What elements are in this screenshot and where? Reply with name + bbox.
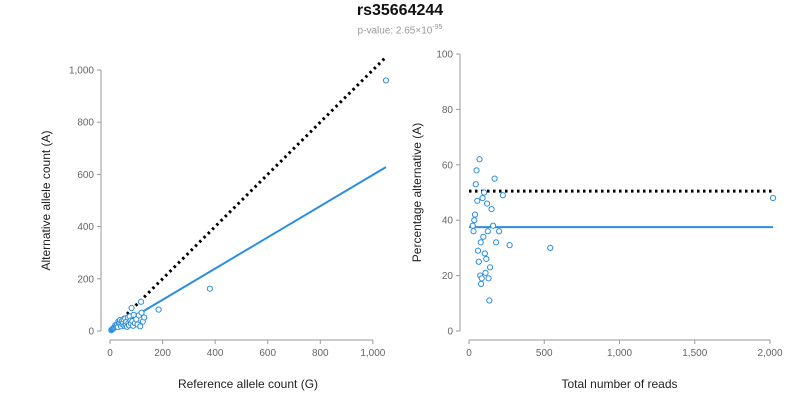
data-point [485, 275, 492, 282]
y-tick-label: 100 [436, 50, 453, 61]
data-point [128, 304, 135, 312]
data-point [491, 175, 498, 182]
x-tick-label: 1,500 [682, 348, 707, 359]
data-point [477, 280, 485, 288]
data-point [769, 194, 777, 202]
x-tick-label: 2,000 [757, 348, 782, 359]
x-axis-label: Total number of reads [561, 377, 677, 391]
y-axis-label: Alternative allele count (A) [39, 130, 53, 270]
y-tick-label: 600 [77, 170, 94, 181]
data-point [476, 156, 483, 163]
x-tick-label: 0 [466, 348, 472, 359]
y-axis-label: Percentage alternative (A) [410, 123, 424, 262]
data-point [472, 181, 479, 188]
data-point [478, 275, 485, 282]
x-tick-label: 800 [312, 348, 329, 359]
data-point [496, 228, 503, 235]
y-tick-label: 20 [442, 271, 454, 282]
y-tick-label: 80 [442, 105, 454, 116]
y-tick-label: 200 [77, 274, 94, 285]
y-tick-label: 0 [88, 327, 94, 338]
data-point [484, 228, 491, 235]
data-point [482, 269, 489, 276]
data-point [479, 194, 486, 202]
x-tick-label: 600 [259, 348, 276, 359]
data-point [489, 222, 497, 229]
data-point [486, 297, 493, 304]
data-point [477, 239, 484, 246]
x-tick-label: 200 [154, 348, 171, 359]
data-point [486, 264, 494, 271]
y-tick-label: 0 [447, 327, 453, 338]
data-point [547, 244, 554, 251]
x-tick-label: 1,000 [360, 348, 385, 359]
x-tick-label: 0 [107, 348, 113, 359]
data-point [469, 222, 476, 229]
data-point [483, 200, 491, 207]
y-tick-label: 400 [77, 222, 94, 233]
x-axis-label: Reference allele count (G) [178, 377, 318, 391]
data-point [206, 285, 213, 292]
data-point [155, 306, 162, 313]
y-tick-label: 60 [442, 160, 454, 171]
panel-2: 0 500 1,000 1,500 2,000 0 20 40 60 80 100 Total num… [410, 50, 783, 392]
data-point [475, 258, 482, 265]
data-point [480, 189, 488, 196]
p-value-exponent: -95 [432, 24, 443, 31]
y-tick-label: 1,000 [69, 66, 94, 77]
data-point [137, 298, 145, 305]
x-tick-label: 1,000 [607, 348, 632, 359]
y-tick-label: 800 [77, 118, 94, 129]
data-point [138, 309, 145, 316]
p-value-text: p-value: 2.65×10 [357, 25, 433, 37]
reference-line [108, 55, 388, 333]
data-point [473, 167, 480, 174]
data-point [488, 206, 495, 213]
data-point [470, 228, 477, 235]
y-tick-label: 40 [442, 216, 454, 227]
data-point [474, 247, 482, 254]
data-point [382, 77, 390, 84]
data-point [481, 250, 488, 257]
data-point [141, 314, 148, 321]
chart-title: rs35664244 [356, 2, 444, 19]
data-point [506, 242, 513, 249]
panel-1: 0 200 400 600 800 1,000 0 200 400 600 800 1,000 Refe… [39, 55, 390, 391]
chart-subtitle: p-value: 2.65×10-95 [0, 24, 800, 36]
data-point [471, 217, 478, 224]
data-point [499, 192, 506, 199]
data-point [137, 323, 144, 330]
data-point [474, 197, 481, 204]
data-point [480, 233, 487, 240]
x-tick-label: 500 [536, 348, 553, 359]
data-point [471, 211, 479, 218]
data-point [492, 239, 500, 246]
x-tick-label: 400 [207, 348, 224, 359]
data-point [483, 255, 490, 263]
fit-line [109, 166, 387, 332]
